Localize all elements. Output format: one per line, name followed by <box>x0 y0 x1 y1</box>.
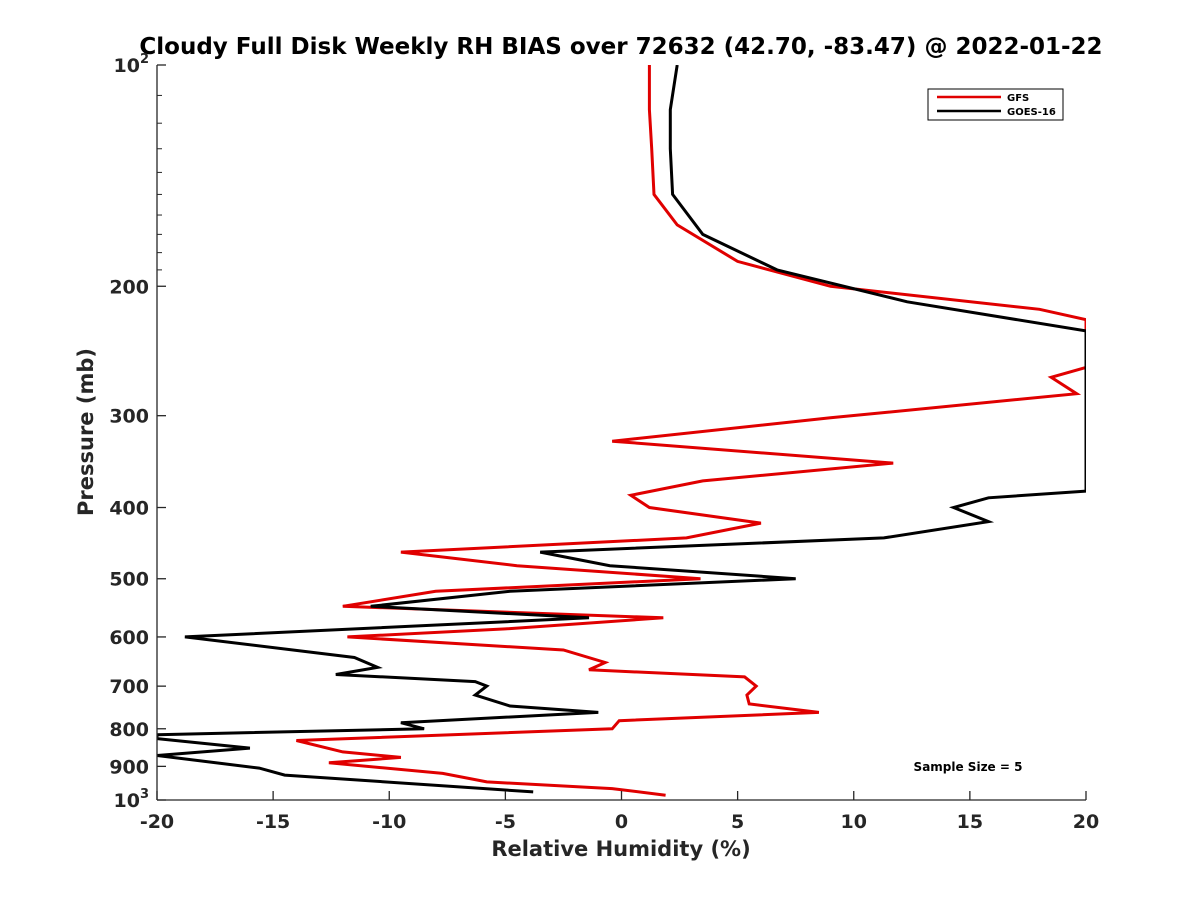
chart-title: Cloudy Full Disk Weekly RH BIAS over 726… <box>139 34 1102 60</box>
y-tick-label: 400 <box>109 498 149 520</box>
y-tick-label: 900 <box>109 756 149 778</box>
series-line-goes16 <box>157 65 1086 794</box>
y-tick-label: 600 <box>109 627 149 649</box>
legend-box <box>927 88 1064 121</box>
sample-size-annotation: Sample Size = 5 <box>914 760 1023 774</box>
y-tick-label: 103 <box>114 787 150 812</box>
x-tick-label: -5 <box>495 811 516 833</box>
x-tick-label: 5 <box>731 811 744 833</box>
legend: GFS GOES-16 <box>927 88 1064 121</box>
x-tick-label: 20 <box>1073 811 1099 833</box>
y-tick-label: 500 <box>109 569 149 591</box>
x-tick-label: -15 <box>256 811 290 833</box>
y-tick-label: 200 <box>109 276 149 298</box>
y-axis-label: Pressure (mb) <box>74 348 98 516</box>
y-tick-label: 102 <box>114 52 150 77</box>
legend-label-goes16: GOES-16 <box>1007 107 1056 118</box>
x-tick-label: -20 <box>140 811 174 833</box>
y-tick-label: 300 <box>109 406 149 428</box>
y-tick-label: 800 <box>109 719 149 741</box>
ticks-layer: -20 -15 -10 -5 0 5 10 15 20 102 200 300 400 500 600 700… <box>109 52 1099 833</box>
legend-label-gfs: GFS <box>1007 93 1029 104</box>
x-tick-label: 10 <box>841 811 867 833</box>
series-layer <box>157 65 1086 797</box>
y-tick-label: 700 <box>109 676 149 698</box>
series-line-gfs <box>296 65 1086 797</box>
x-tick-label: 0 <box>615 811 628 833</box>
x-tick-label: -10 <box>372 811 406 833</box>
x-axis-label: Relative Humidity (%) <box>491 837 750 861</box>
x-tick-label: 15 <box>957 811 983 833</box>
